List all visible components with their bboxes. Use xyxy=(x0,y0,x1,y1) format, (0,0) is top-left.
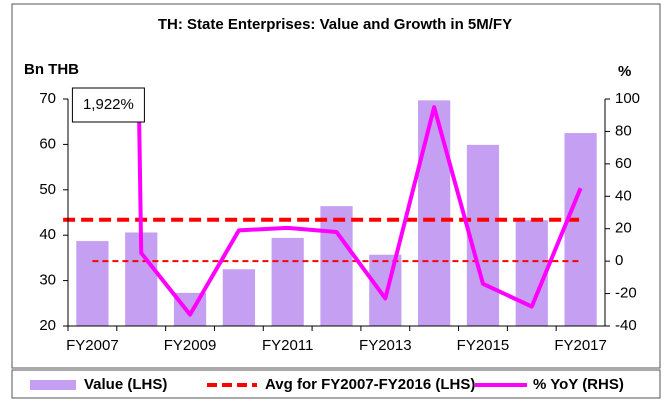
y2-tick-label: 40 xyxy=(615,187,632,204)
y-tick-label: 70 xyxy=(39,90,56,107)
x-tick-label: FY2015 xyxy=(457,337,510,354)
y-axis-label: Bn THB xyxy=(24,61,79,78)
y-tick-label: 60 xyxy=(39,135,56,152)
x-tick-label: FY2017 xyxy=(554,337,607,354)
legend-frame xyxy=(11,369,661,399)
bar xyxy=(76,241,109,326)
y-tick-label: 40 xyxy=(39,226,56,243)
bar xyxy=(418,100,451,326)
y2-tick-label: 80 xyxy=(615,122,632,139)
chart-title: TH: State Enterprises: Value and Growth … xyxy=(157,16,513,33)
y2-tick-label: 0 xyxy=(615,252,623,269)
yoy-line xyxy=(136,99,583,317)
legend-label: Avg for FY2007-FY2016 (LHS) xyxy=(265,376,475,393)
y2-tick-label: 100 xyxy=(615,90,640,107)
y2-tick-label: -20 xyxy=(615,285,637,302)
legend-label: Value (LHS) xyxy=(84,376,167,393)
data-label-box xyxy=(71,87,145,123)
x-tick-label: FY2013 xyxy=(359,337,412,354)
x-tick-label: FY2009 xyxy=(164,337,217,354)
y-tick-label: 30 xyxy=(39,272,56,289)
y-tick-label: 20 xyxy=(39,317,56,334)
line-clip xyxy=(136,99,583,317)
bar xyxy=(466,144,500,326)
legend-label: % YoY (RHS) xyxy=(533,376,624,393)
y2-tick-label: 20 xyxy=(615,220,632,237)
y2-tick-label: -40 xyxy=(615,317,637,334)
data-label: 1,922% xyxy=(83,96,134,113)
x-tick-label: FY2011 xyxy=(262,337,313,354)
bar xyxy=(515,220,548,326)
bar xyxy=(271,237,304,326)
y2-tick-label: 60 xyxy=(615,155,632,172)
y2-axis-label: % xyxy=(618,63,631,80)
legend-swatch xyxy=(30,380,76,390)
bar xyxy=(564,133,597,326)
bar xyxy=(222,269,255,326)
bar xyxy=(320,206,353,326)
y-tick-label: 50 xyxy=(39,181,56,198)
x-tick-label: FY2007 xyxy=(66,337,119,354)
